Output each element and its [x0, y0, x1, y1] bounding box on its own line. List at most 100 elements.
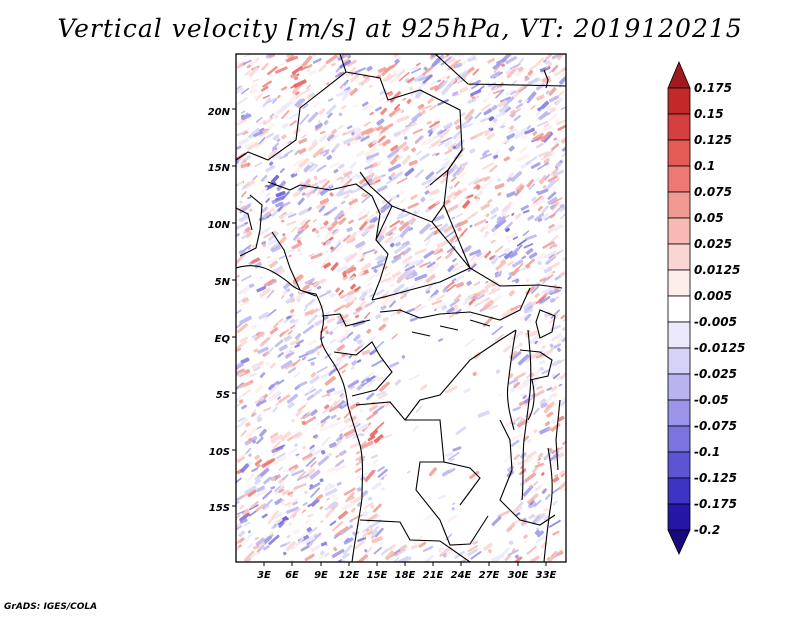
field-cell: [248, 283, 255, 288]
lon-label: 15E: [367, 570, 388, 581]
field-cell: [306, 527, 313, 533]
field-cell: [355, 150, 365, 158]
field-cell: [535, 295, 547, 304]
colorbar-label: 0.075: [694, 185, 732, 199]
field-cell: [318, 205, 326, 213]
field-cell: [421, 137, 435, 147]
field-cell: [316, 351, 321, 356]
field-cell: [350, 366, 356, 371]
field-cell: [539, 277, 547, 283]
field-cell: [274, 498, 283, 506]
field-cell: [324, 375, 336, 386]
field-cell: [535, 335, 547, 347]
lat-label: 10N: [208, 220, 231, 231]
field-cell: [446, 306, 455, 314]
field-cell: [262, 504, 270, 511]
field-cell: [319, 149, 328, 155]
field-cell: [265, 361, 270, 366]
field-cell: [342, 58, 350, 64]
field-cell: [253, 366, 261, 372]
field-cell: [517, 263, 524, 270]
field-cell: [347, 202, 357, 210]
field-cell: [369, 519, 382, 529]
field-cell: [252, 78, 260, 83]
field-cell: [422, 545, 434, 552]
colorbar-label: 0.05: [694, 211, 724, 225]
field-cell: [368, 222, 375, 226]
field-cell: [318, 108, 326, 115]
field-cell: [340, 394, 346, 400]
field-cell: [370, 454, 378, 459]
field-cell: [325, 104, 337, 115]
field-cell: [274, 268, 285, 276]
field-cell: [519, 314, 527, 321]
field-cell: [459, 112, 466, 117]
field-cell: [354, 67, 366, 74]
field-cell: [306, 308, 314, 312]
field-cell: [380, 204, 392, 214]
field-cell: [454, 189, 462, 197]
field-cell: [288, 491, 294, 496]
field-cell: [303, 402, 309, 406]
field-cell: [267, 149, 278, 159]
field-cell: [332, 439, 342, 449]
field-cell: [425, 554, 434, 562]
field-cell: [503, 344, 512, 353]
field-cell: [262, 94, 271, 99]
field-cell: [307, 314, 318, 326]
colorbar-swatch: [667, 165, 691, 193]
field-cell: [390, 144, 399, 152]
field-cell: [307, 111, 319, 123]
field-cell: [378, 132, 382, 137]
field-cell: [324, 229, 334, 240]
field-cell: [263, 117, 273, 126]
field-cell: [288, 213, 297, 218]
field-cell: [247, 544, 253, 549]
field-cell: [411, 65, 419, 71]
field-cell: [282, 474, 289, 481]
field-cell: [444, 149, 453, 155]
field-cell: [316, 164, 327, 172]
field-cell: [438, 338, 444, 342]
field-cell: [391, 232, 396, 236]
field-cell: [341, 401, 348, 407]
field-cell: [516, 419, 529, 428]
field-cell: [248, 550, 261, 559]
field-cell: [498, 393, 503, 397]
field-cell: [513, 130, 526, 140]
field-cell: [321, 278, 328, 286]
field-cell: [525, 248, 534, 255]
field-cell: [255, 220, 261, 226]
field-cell: [490, 214, 497, 220]
field-cell: [317, 85, 331, 95]
field-cell: [415, 540, 425, 547]
field-cell: [258, 311, 270, 320]
field-cell: [271, 434, 283, 444]
field-cell: [543, 150, 553, 158]
lon-label: 18E: [395, 570, 416, 581]
footer-credit: GrADS: IGES/COLA: [4, 602, 98, 612]
field-cell: [236, 500, 240, 505]
field-cell: [333, 210, 344, 221]
field-cell: [404, 265, 416, 272]
field-cell: [522, 455, 534, 467]
colorbar-labels: 0.175 0.15 0.125 0.1 0.075 0.05 0.025 0.…: [694, 81, 745, 537]
field-cell: [461, 244, 472, 254]
field-cell: [554, 68, 566, 77]
field-cell: [349, 442, 361, 449]
field-cell: [383, 265, 388, 270]
field-cell: [241, 191, 247, 198]
field-cell: [289, 308, 295, 314]
field-cell: [501, 205, 512, 216]
field-cell: [538, 553, 544, 558]
field-cell: [518, 380, 531, 391]
field-cell: [373, 250, 378, 255]
field-cell: [380, 487, 385, 491]
field-cell: [390, 154, 400, 166]
field-cell: [380, 107, 388, 116]
field-cell: [309, 375, 320, 384]
field-cell: [450, 59, 462, 69]
lat-label: 15N: [208, 163, 231, 174]
field-cell: [388, 163, 402, 172]
field-cell: [504, 554, 512, 562]
